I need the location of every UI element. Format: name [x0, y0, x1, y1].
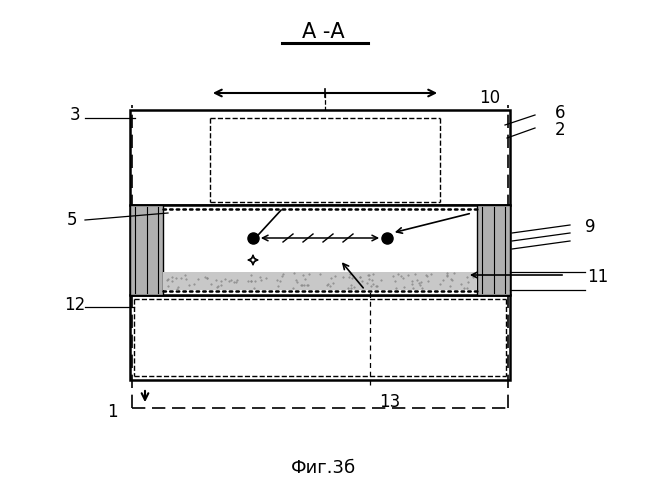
Text: 5: 5: [67, 211, 78, 229]
Bar: [130, 295, 510, 380]
Bar: [130, 205, 163, 295]
Text: 9: 9: [585, 218, 595, 236]
Text: 13: 13: [379, 393, 401, 411]
Text: 10: 10: [479, 89, 501, 107]
Text: 12: 12: [65, 296, 86, 314]
Text: 11: 11: [587, 268, 609, 286]
Text: 3: 3: [70, 106, 80, 124]
Bar: [477, 205, 510, 295]
Text: 6: 6: [555, 104, 565, 122]
Text: 1: 1: [107, 403, 118, 421]
Bar: [130, 205, 510, 295]
Text: 2: 2: [555, 121, 565, 139]
Bar: [163, 272, 477, 290]
Text: А -А: А -А: [302, 22, 344, 42]
Text: Фиг.3б: Фиг.3б: [290, 459, 356, 477]
Bar: [130, 110, 510, 205]
